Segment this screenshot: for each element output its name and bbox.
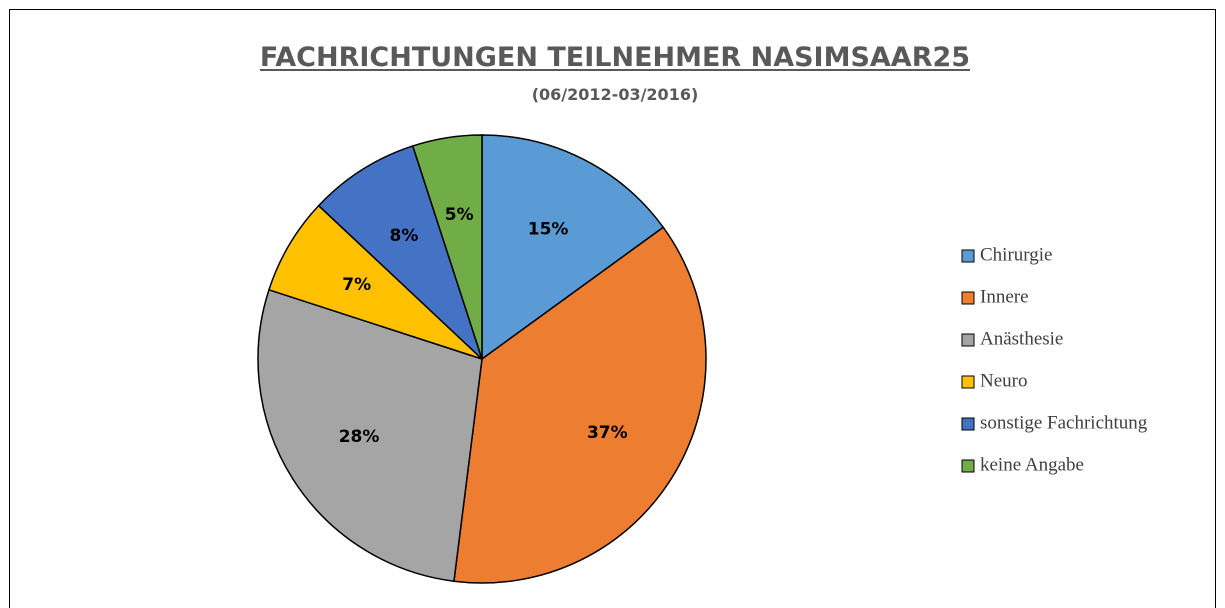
pie-slice xyxy=(453,226,707,584)
data-label: 15% xyxy=(528,219,569,239)
chart-title: FACHRICHTUNGEN TEILNEHMER NASIMSAAR25 xyxy=(260,42,970,73)
data-label: 5% xyxy=(445,205,474,225)
data-label: 28% xyxy=(339,427,380,447)
pie-slice xyxy=(481,134,665,361)
legend-swatch xyxy=(961,459,975,473)
pie-slice xyxy=(411,134,483,360)
legend-label: Innere xyxy=(980,286,1029,307)
data-label: 8% xyxy=(390,226,419,246)
legend-swatch xyxy=(961,291,975,305)
legend-swatch xyxy=(961,375,975,389)
legend-swatch xyxy=(961,249,975,263)
legend-label: sonstige Fachrichtung xyxy=(980,412,1148,433)
legend-label: Neuro xyxy=(980,370,1027,391)
legend-swatch xyxy=(961,333,975,347)
data-label: 7% xyxy=(342,275,371,295)
legend-label: Anästhesie xyxy=(980,328,1063,349)
chart-subtitle: (06/2012-03/2016) xyxy=(532,85,699,104)
legend-swatch xyxy=(961,417,975,431)
pie-slice xyxy=(257,288,483,583)
data-label: 37% xyxy=(587,423,628,443)
legend-label: Chirurgie xyxy=(980,244,1052,265)
legend-label: keine Angabe xyxy=(980,454,1084,475)
pie-slice xyxy=(317,145,483,360)
